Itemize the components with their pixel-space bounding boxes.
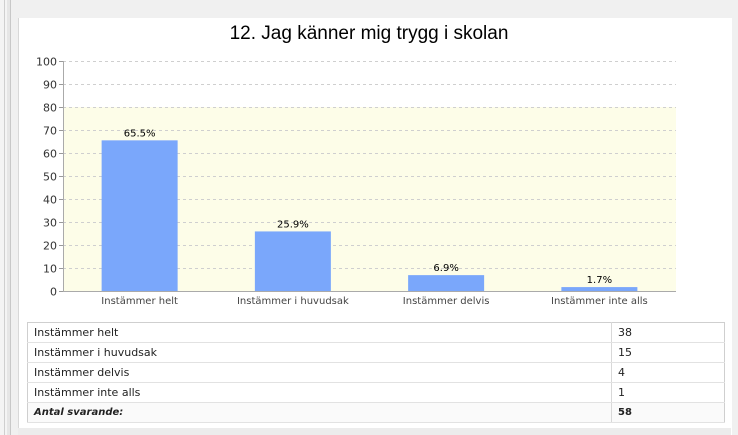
y-tick-label: 50: [43, 171, 57, 184]
y-tick-label: 20: [43, 240, 57, 253]
bar: [408, 275, 485, 291]
data-label: 1.7%: [587, 275, 612, 286]
y-tick-label: 10: [43, 263, 57, 276]
row-label: Instämmer i huvudsak: [27, 342, 612, 363]
table-row: Instämmer i huvudsak 15: [27, 342, 725, 363]
y-tick-label: 70: [43, 125, 57, 138]
row-count: 4: [611, 362, 725, 383]
bar: [101, 140, 178, 291]
y-tick-label: 30: [43, 217, 57, 230]
x-tick-label: Instämmer i huvudsak: [237, 296, 349, 307]
row-count: 38: [611, 322, 725, 343]
page-left-border: [0, 0, 11, 435]
y-tick-label: 0: [50, 286, 57, 299]
bottom-strip: [18, 428, 731, 435]
bar: [561, 287, 638, 291]
data-label: 65.5%: [124, 128, 156, 139]
response-table: Instämmer helt 38 Instämmer i huvudsak 1…: [27, 322, 725, 423]
y-tick-label: 40: [43, 194, 57, 207]
bar-chart: 0 10 20 30 40 50 60 70 80 90 100 65.5% Instämmer hel…: [36, 56, 676, 307]
x-tick-label: Instämmer delvis: [403, 296, 490, 307]
x-tick-label: Instämmer helt: [101, 296, 178, 307]
y-tick-label: 90: [43, 79, 57, 92]
total-row: Antal svarande: 58: [27, 402, 725, 423]
row-count: 15: [611, 342, 725, 363]
data-label: 6.9%: [433, 263, 458, 274]
table-row: Instämmer delvis 4: [27, 362, 725, 383]
data-label: 25.9%: [277, 219, 309, 230]
row-label: Instämmer delvis: [27, 362, 612, 383]
y-tick-label: 60: [43, 148, 57, 161]
y-tick-label: 80: [43, 102, 57, 115]
table-row: Instämmer inte alls 1: [27, 382, 725, 403]
table-row: Instämmer helt 38: [27, 322, 725, 343]
total-label: Antal svarande:: [27, 402, 612, 423]
row-count: 1: [611, 382, 725, 403]
total-count: 58: [611, 402, 725, 423]
row-label: Instämmer helt: [27, 322, 612, 343]
y-tick-label: 100: [36, 56, 57, 69]
bar: [254, 231, 331, 291]
row-label: Instämmer inte alls: [27, 382, 612, 403]
x-tick-label: Instämmer inte alls: [551, 296, 648, 307]
chart-title: 12. Jag känner mig trygg i skolan: [229, 23, 509, 44]
